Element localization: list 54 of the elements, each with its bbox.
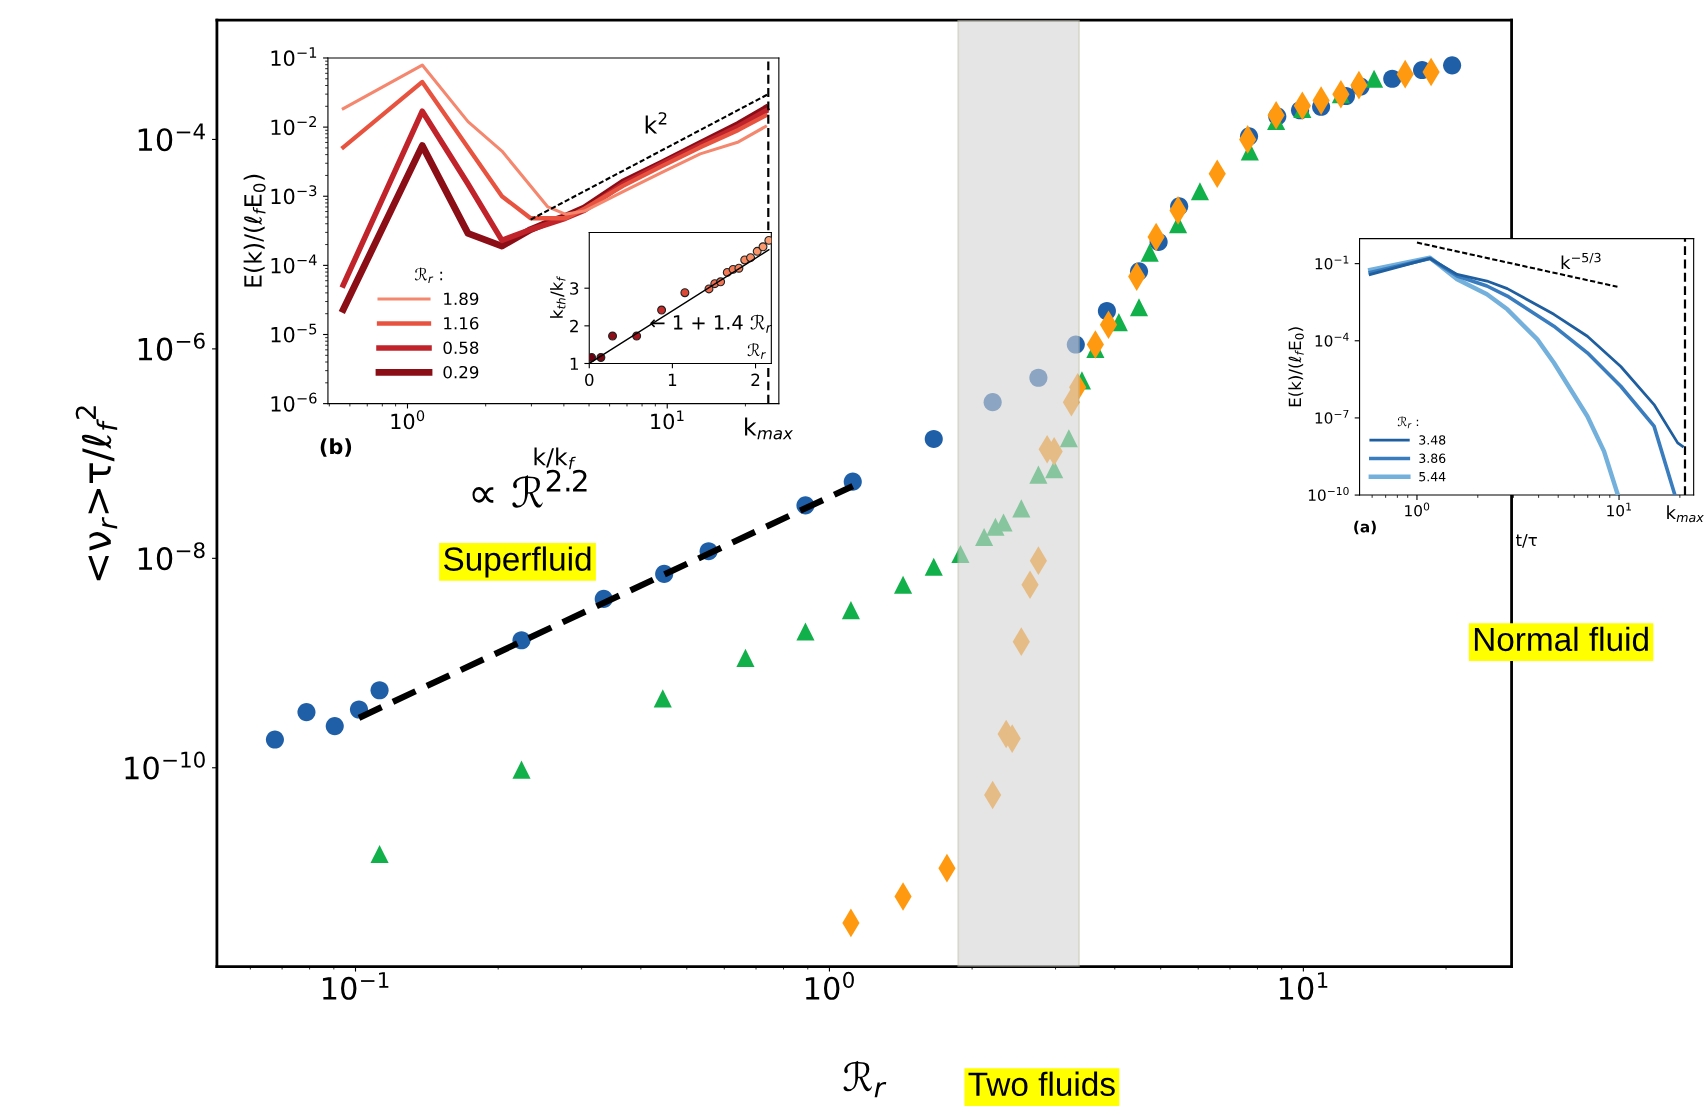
- y-tick-label: 3: [570, 282, 579, 295]
- y-tick-label: 10$^{−6}$: [271, 392, 317, 412]
- x-axis-title: ℛ$_{r}$: [843, 1060, 887, 1098]
- legend-label: 5.44: [1419, 472, 1446, 482]
- y-tick-label: 10$^{−1}$: [1315, 255, 1349, 270]
- y-axis-title: E(k)/(ℓ$_{f}$E$_{0}$): [243, 174, 266, 287]
- x-tick-label: 10$^{0}$: [391, 410, 425, 430]
- annotation: (a): [1354, 520, 1376, 535]
- ref-line-label: k$_{max}$: [745, 417, 793, 440]
- y-tick-label: 10$^{−8}$: [138, 542, 205, 571]
- y-tick-label: 10$^{−10}$: [1308, 486, 1349, 501]
- x-tick-label: 1: [668, 373, 677, 386]
- annotation: k$^{2}$: [645, 112, 667, 134]
- legend-label: 3.86: [1419, 453, 1446, 464]
- legend-title: ℛ$_{r}$ :: [1397, 416, 1419, 429]
- legend-title: ℛ$_{r}$ :: [414, 267, 443, 284]
- y-axis-title: <ν$_{r}$>τ/ℓ$_{f}$$^{2}$: [75, 406, 118, 581]
- y-tick-label: 10$^{−4}$: [1315, 332, 1349, 347]
- legend-label: 3.48: [1419, 435, 1446, 445]
- text: Two fluids: [968, 1071, 1115, 1097]
- x-tick-label: 10$^{1}$: [1279, 972, 1328, 1000]
- y-tick-label: 10$^{−2}$: [271, 116, 316, 136]
- x-tick-label: 0: [585, 373, 594, 387]
- x-tick-label: 2: [751, 373, 760, 386]
- legend-label: 0.29: [443, 365, 479, 379]
- annotation: ∝ ℛ$^{2.2}$: [472, 469, 587, 508]
- annotation: (b): [320, 438, 352, 457]
- y-tick-label: 10$^{−10}$: [125, 751, 205, 780]
- y-tick-label: 10$^{−3}$: [271, 185, 317, 205]
- y-tick-label: 10$^{−4}$: [138, 123, 205, 152]
- y-tick-label: 10$^{−4}$: [271, 254, 317, 274]
- y-tick-label: 10$^{−5}$: [271, 323, 317, 343]
- legend-label: 1.89: [444, 292, 479, 306]
- ref-line-label: k$_{max}$: [1667, 505, 1704, 523]
- y-tick-label: 10$^{−7}$: [1315, 409, 1349, 424]
- x-tick-label: 10$^{0}$: [1405, 502, 1430, 517]
- x-tick-label: 10$^{−1}$: [322, 972, 389, 1000]
- x-tick-label: 10$^{1}$: [651, 410, 684, 430]
- annotation: Normal fluid: [1474, 626, 1648, 652]
- x-axis-title: t/τ: [1515, 533, 1537, 548]
- y-axis-title: E(k)/(ℓ$_{f}$E$_{0}$): [1288, 327, 1304, 407]
- x-tick-label: 10$^{1}$: [1607, 502, 1631, 517]
- y-tick-label: 1: [570, 357, 578, 370]
- x-axis-title: ℛ$_{r}$: [747, 343, 766, 359]
- annotation: k$^{−5/3}$: [1561, 252, 1601, 270]
- y-tick-label: 10$^{−1}$: [271, 47, 317, 67]
- y-tick-label: 10$^{−6}$: [138, 332, 205, 361]
- legend-label: 1.16: [444, 316, 479, 330]
- x-tick-label: 10$^{0}$: [805, 971, 854, 1000]
- x-axis-title: k/k$_{f}$: [534, 447, 576, 470]
- annotation: Superfluid: [444, 546, 591, 578]
- y-tick-label: 2: [570, 319, 578, 333]
- y-axis-title: k$_{th}$/k$_{f}$: [550, 275, 566, 318]
- legend-label: 0.58: [443, 341, 479, 355]
